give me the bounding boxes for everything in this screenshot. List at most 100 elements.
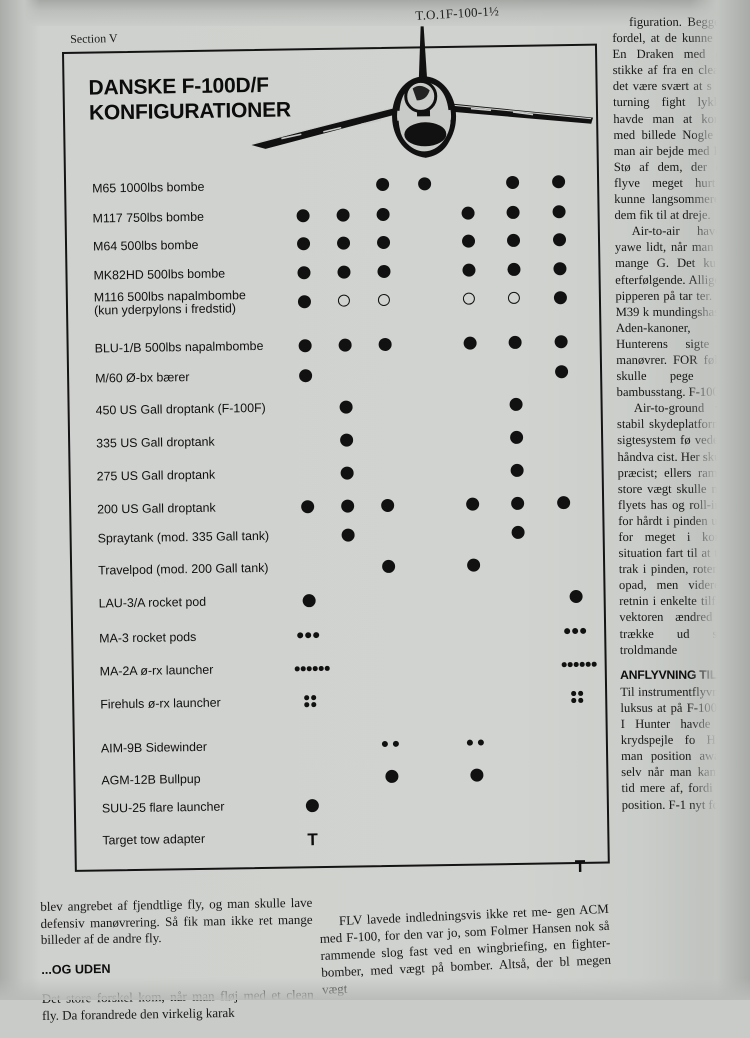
chart-row-label: Target tow adapter	[102, 831, 206, 848]
chart-row-label: 275 US Gall droptank	[96, 467, 216, 484]
chart-row-label: AGM-12B Bullpup	[101, 771, 201, 788]
chart-row: LAU-3/A rocket pod	[71, 589, 606, 623]
chart-row: Target tow adapter T T	[74, 826, 609, 876]
config-mark-filled	[552, 205, 566, 219]
chart-row-label: 335 US Gall droptank	[96, 434, 215, 451]
config-mark-open	[507, 291, 521, 305]
config-mark-filled	[508, 335, 522, 350]
config-mark-filled	[341, 528, 355, 542]
config-mark-filled	[297, 266, 311, 280]
chart-row: Firehuls ø-rx launcher	[72, 690, 607, 724]
chart-row: MA-3 rocket pods	[71, 624, 606, 658]
config-mark-filled	[339, 400, 353, 414]
config-mark-filled	[511, 525, 525, 539]
config-mark-filled	[301, 500, 315, 514]
config-mark-filled	[551, 175, 566, 189]
config-mark-filled	[461, 206, 475, 220]
config-mark-filled	[302, 594, 316, 608]
chart-row-label: M64 500lbs bombe	[92, 237, 199, 254]
chart-row-label: M117 750lbs bombe	[92, 209, 205, 226]
chart-row-label: Travelpod (mod. 200 Gall tank)	[98, 560, 269, 578]
config-mark-filled	[337, 265, 351, 279]
chart-row-label: LAU-3/A rocket pod	[98, 594, 207, 611]
config-mark-filled	[299, 369, 313, 383]
chart-row-label: Spraytank (mod. 335 Gall tank)	[97, 528, 270, 546]
config-mark-filled	[461, 234, 476, 248]
config-mark-filled	[382, 559, 396, 574]
tow-adapter-glyph: T	[307, 830, 318, 850]
config-mark-filled	[296, 209, 310, 223]
config-mark-filled	[376, 235, 391, 250]
config-mark-filled	[557, 496, 571, 510]
config-mark-filled	[376, 177, 390, 192]
config-mark-filled	[376, 207, 390, 222]
config-mark-filled	[418, 177, 432, 191]
config-mark-filled	[340, 466, 354, 480]
chart-rows: M65 1000lbs bombe M117 750lbs bombe M64 50…	[62, 44, 610, 876]
section-heading: ANFLYVNING TIL LA	[619, 667, 736, 682]
config-mark-filled	[510, 463, 524, 478]
config-mark-filled	[507, 262, 521, 277]
section-label: Section V	[70, 31, 118, 46]
config-mark-filled	[554, 365, 569, 379]
config-mark-filled	[569, 589, 583, 604]
config-mark-filled	[506, 175, 520, 190]
config-mark-filled	[463, 336, 477, 350]
page-curl-shading-top	[0, 0, 750, 26]
config-mark-filled	[336, 208, 350, 222]
paragraph: FLV lavede indledningsvis ikke ret me- g…	[319, 900, 612, 997]
bottom-middle-text-column: FLV lavede indledningsvis ikke ret me- g…	[318, 887, 613, 1011]
config-mark-filled	[553, 262, 567, 276]
config-mark-filled	[377, 264, 391, 279]
config-mark-filled	[338, 338, 352, 352]
config-mark-filled	[381, 498, 395, 513]
config-mark-open	[377, 293, 391, 307]
config-mark-filled	[336, 236, 351, 250]
tow-adapter-glyph: T	[574, 856, 586, 877]
chart-row-label: 450 US Gall droptank (F-100F)	[95, 400, 266, 418]
config-mark-filled	[554, 335, 568, 349]
config-mark-filled	[462, 263, 476, 277]
chart-row: M65 1000lbs bombe	[64, 174, 599, 208]
config-mark-filled	[470, 768, 484, 782]
config-mark-filled	[340, 433, 354, 447]
chart-row: BLU-1/B 500lbs napalmbombe	[67, 334, 602, 368]
chart-row: Travelpod (mod. 200 Gall tank)	[70, 556, 605, 590]
right-text-column: figuration. Begge de to fly fordel, at d…	[612, 14, 750, 813]
config-mark-filled	[305, 799, 319, 813]
config-mark-filled	[341, 499, 355, 513]
config-mark-filled	[509, 397, 523, 412]
chart-row: 200 US Gall droptank	[69, 495, 604, 529]
chart-row: M/60 Ø-bx bærer	[67, 364, 602, 398]
book-spine-shadow	[0, 18, 22, 993]
config-mark-filled	[506, 205, 520, 220]
chart-row: AIM-9B Sidewinder	[73, 734, 608, 768]
chart-row-label: MA-2A ø-rx launcher	[99, 662, 214, 679]
paragraph: blev angrebet af fjendtlige fly, og man …	[40, 894, 313, 948]
paragraph: Air-to-ground var F- lig stabil skydepla…	[616, 400, 750, 657]
chart-row-label: M/60 Ø-bx bærer	[95, 370, 190, 386]
config-mark-filled	[467, 558, 481, 572]
configuration-chart: DANSKE F-100D/F KONFIGURATIONER	[62, 26, 610, 876]
config-mark-filled	[510, 430, 524, 445]
chart-row-label: M116 500lbs napalmbombe (kun yderpylons …	[93, 288, 246, 318]
chart-row: 450 US Gall droptank (F-100F)	[68, 396, 603, 430]
config-mark-open	[462, 292, 476, 305]
chart-row-label: Firehuls ø-rx launcher	[100, 695, 221, 712]
paragraph: figuration. Begge de to fly fordel, at d…	[612, 14, 750, 223]
config-mark-filled	[297, 295, 312, 309]
paragraph: Det store forskel kom, når man fløj med …	[41, 987, 314, 1023]
chart-row-label: M65 1000lbs bombe	[92, 179, 205, 196]
config-mark-filled	[506, 233, 521, 248]
config-mark-filled	[553, 291, 568, 305]
chart-row: M64 500lbs bombe	[65, 232, 600, 266]
chart-row-label: SUU-25 flare launcher	[101, 799, 225, 816]
section-heading: ...OG UDEN	[41, 961, 111, 977]
chart-row-label: AIM-9B Sidewinder	[100, 739, 208, 756]
chart-row: MA-2A ø-rx launcher	[72, 657, 607, 691]
config-mark-open	[337, 294, 351, 307]
chart-row: M116 500lbs napalmbombe (kun yderpylons …	[66, 288, 601, 324]
chart-row: 275 US Gall droptank	[69, 462, 604, 496]
config-mark-filled	[385, 769, 399, 784]
